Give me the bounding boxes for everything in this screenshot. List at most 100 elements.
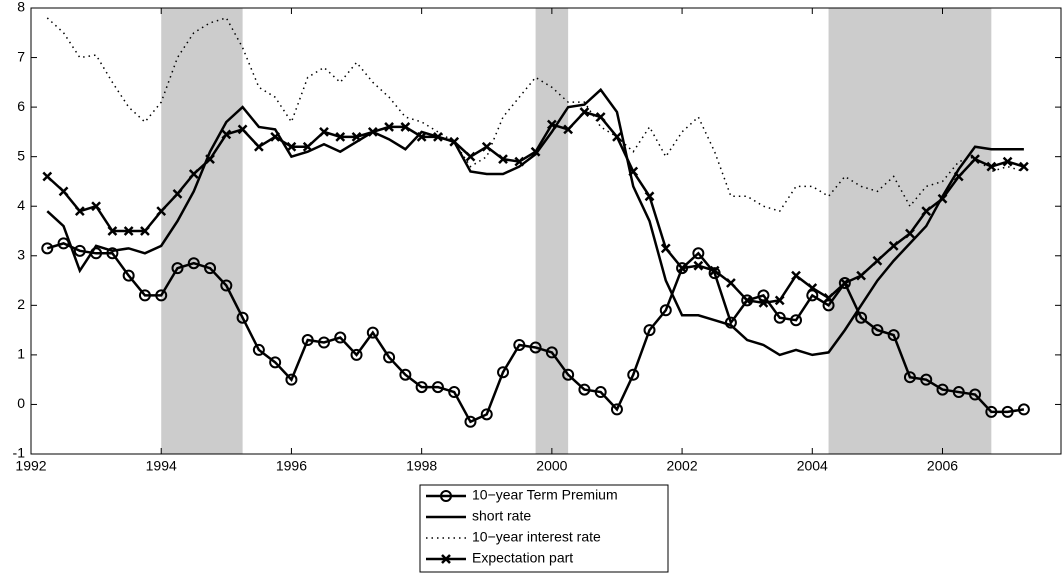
marker (985, 405, 998, 418)
marker (953, 171, 964, 182)
marker (122, 269, 135, 282)
marker (1017, 403, 1030, 416)
marker (220, 279, 233, 292)
marker (644, 191, 655, 202)
marker (302, 141, 313, 152)
legend-label: short rate (472, 508, 531, 524)
marker (172, 188, 183, 199)
x-tick-label: 1998 (406, 458, 437, 474)
marker (660, 243, 671, 254)
y-tick-label: 6 (17, 98, 25, 114)
y-tick-label: 7 (17, 48, 25, 64)
marker (774, 295, 785, 306)
marker (693, 260, 704, 271)
marker (610, 403, 623, 416)
marker (546, 119, 557, 130)
marker (513, 338, 526, 351)
marker (399, 368, 412, 381)
marker (350, 348, 363, 361)
marker (970, 154, 980, 165)
marker (677, 263, 687, 274)
series (41, 237, 1030, 428)
marker (449, 136, 460, 147)
marker (497, 366, 510, 379)
marker (156, 206, 167, 217)
legend-label: Expectation part (472, 550, 573, 566)
marker (822, 299, 835, 312)
marker (351, 131, 362, 142)
marker (612, 131, 622, 142)
marker (317, 336, 330, 349)
y-tick-label: 2 (17, 296, 25, 312)
marker (530, 146, 541, 157)
shaded-region (828, 8, 992, 454)
marker (726, 278, 736, 288)
x-tick-label: 2004 (797, 458, 828, 474)
marker (903, 371, 916, 384)
marker (301, 334, 314, 347)
series (46, 17, 1025, 213)
marker (74, 206, 85, 217)
marker (872, 255, 883, 266)
marker (204, 262, 217, 275)
marker (464, 415, 477, 428)
marker (383, 351, 396, 364)
marker (529, 341, 542, 354)
marker (773, 311, 786, 324)
marker (269, 356, 282, 369)
marker (286, 141, 297, 152)
y-tick-label: 3 (17, 246, 25, 262)
marker (790, 314, 803, 327)
marker (709, 265, 720, 276)
marker (335, 131, 346, 142)
marker (252, 343, 265, 356)
marker (270, 131, 281, 142)
marker (107, 226, 118, 236)
marker (839, 278, 850, 288)
marker (433, 131, 443, 142)
marker (480, 408, 493, 421)
marker (58, 186, 69, 197)
y-tick-label: 0 (17, 395, 25, 411)
series-line (46, 87, 1024, 357)
y-tick-label: 4 (17, 197, 25, 213)
marker (236, 311, 249, 324)
marker (171, 262, 184, 275)
x-tick-label: 1994 (146, 458, 177, 474)
marker (937, 193, 948, 204)
marker (578, 383, 591, 396)
marker (757, 289, 770, 302)
marker (221, 129, 232, 140)
marker (643, 324, 656, 337)
marker (415, 381, 428, 394)
marker (628, 166, 639, 177)
legend-marker (440, 490, 452, 502)
marker (73, 244, 86, 257)
legend-label: 10−year interest rate (472, 529, 601, 545)
shaded-region (161, 8, 243, 454)
marker (545, 346, 558, 359)
marker (138, 289, 151, 302)
x-tick-label: 1992 (15, 458, 46, 474)
marker (253, 141, 264, 152)
marker (367, 127, 378, 137)
marker (41, 242, 54, 255)
marker (838, 277, 851, 290)
marker (188, 169, 199, 179)
marker (855, 311, 868, 324)
marker (758, 297, 769, 308)
legend-box (419, 484, 669, 573)
marker (921, 206, 932, 217)
marker (319, 127, 329, 137)
marker (887, 329, 900, 342)
marker (807, 283, 818, 293)
marker (140, 226, 150, 236)
marker (106, 247, 119, 260)
marker (595, 112, 606, 122)
y-tick-label: 8 (17, 0, 25, 15)
marker (514, 156, 525, 167)
marker (871, 324, 884, 337)
marker (823, 293, 834, 303)
marker (742, 295, 753, 306)
